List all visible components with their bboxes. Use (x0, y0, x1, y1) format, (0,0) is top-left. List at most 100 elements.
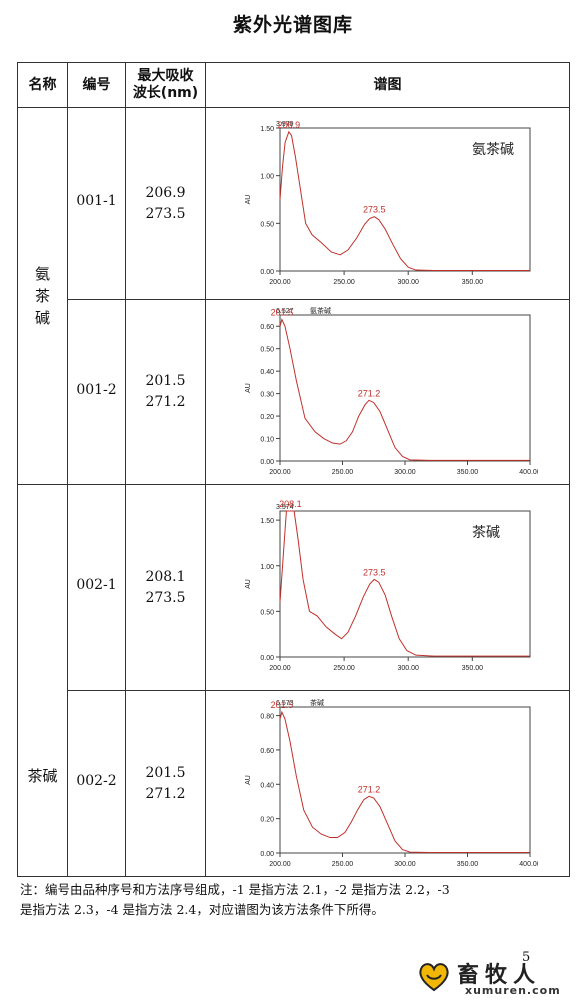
x-tick-label: 400.00 (519, 861, 538, 868)
sample-number: 001-2 (67, 299, 126, 485)
max-wavelength: 201.5 271.2 (125, 299, 206, 485)
y-tick-label: 0.60 (260, 747, 274, 754)
wavelength-value-2: 273.5 (145, 205, 186, 222)
plot-frame (279, 510, 530, 657)
wavelength-value-2: 271.2 (145, 394, 186, 410)
max-wavelength: 206.9 273.5 (125, 107, 206, 300)
max-wavelength: 208.1 273.5 (125, 484, 206, 691)
spectrum-cell: 0.00 0.50 1.00 1.50 200.00 250.00 300.00 350.00… (205, 107, 570, 300)
peak-label: 271.2 (357, 388, 380, 398)
uv-spectrum-chart: 0.00 0.50 1.00 1.50 200.00 250.00 300.00 350.00… (245, 120, 530, 286)
header-wavelength-line2: 波长(nm) (132, 85, 199, 101)
x-tick-label: 200.00 (269, 469, 291, 476)
footnote: 注：编号由品种序号和方法序号组成，-1 是指方法 2.1，-2 是指方法 2.2… (20, 880, 570, 920)
spectra-table: 名称 编号 最大吸收 波长(nm) 谱图 氨茶碱 001-1 206.9 273… (17, 62, 570, 877)
wavelength-value-1: 206.9 (145, 184, 186, 201)
top-absorbance-value: 3.979 (276, 121, 294, 128)
spectrum-line (279, 130, 530, 272)
peak-label: 271.2 (357, 784, 380, 794)
x-tick-label: 200.00 (269, 861, 291, 868)
uv-spectrum-chart: 0.00 0.50 1.00 1.50 200.00 250.00 300.00 350.00… (245, 499, 530, 672)
y-axis-label: AU (245, 195, 252, 205)
footnote-line-1: 注：编号由品种序号和方法序号组成，-1 是指方法 2.1，-2 是指方法 2.2… (20, 882, 450, 897)
y-axis-label: AU (245, 579, 252, 589)
x-tick-label: 300.00 (394, 861, 416, 868)
y-tick-label: 1.50 (260, 126, 274, 133)
y-tick-label: 0.00 (260, 655, 274, 662)
wavelength-value-1: 208.1 (145, 568, 186, 585)
peak-label: 201.5 (270, 307, 293, 317)
x-tick-label: 300.00 (397, 279, 419, 286)
x-tick-label: 300.00 (397, 665, 419, 672)
y-tick-label: 0.00 (260, 269, 274, 276)
top-absorbance-value: 6.573 (276, 700, 294, 707)
header-wavelength: 最大吸收 波长(nm) (125, 62, 206, 108)
uv-spectrum-chart: 0.00 0.10 0.20 0.30 0.40 0.50 0.60 200.00 250.00… (245, 306, 538, 476)
spectrum-cell: 0.00 0.20 0.40 0.60 0.80 200.00 250.00 300.00 35… (205, 690, 570, 877)
x-tick-label: 200.00 (269, 665, 291, 672)
x-tick-label: 250.00 (333, 279, 355, 286)
peak-label: 201.5 (270, 700, 293, 710)
uv-spectrum-chart: 0.00 0.20 0.40 0.60 0.80 200.00 250.00 300.00 35… (245, 698, 538, 868)
peak-label: 206.9 (277, 120, 300, 130)
wavelength-value-1: 201.5 (145, 764, 186, 781)
x-tick-label: 250.00 (331, 469, 353, 476)
x-tick-label: 350.00 (461, 279, 483, 286)
x-tick-label: 300.00 (394, 469, 416, 476)
y-axis-label: AU (245, 383, 252, 393)
compound-name-theophylline: 茶碱 (17, 484, 68, 877)
footnote-line-2: 是指方法 2.3，-4 是指方法 2.4，对应谱图为该方法条件下所得。 (20, 902, 384, 917)
page-title: 紫外光谱图库 (232, 14, 353, 36)
y-tick-label: 0.40 (260, 369, 274, 376)
y-tick-label: 0.50 (260, 609, 274, 616)
header-number: 编号 (67, 62, 126, 108)
wavelength-value-2: 271.2 (145, 785, 186, 802)
x-tick-label: 350.00 (456, 861, 478, 868)
x-tick-label: 350.00 (456, 469, 478, 476)
y-tick-label: 0.50 (260, 347, 274, 354)
sample-number: 001-1 (67, 107, 126, 300)
y-tick-label: 0.60 (260, 324, 274, 331)
wavelength-value-2: 273.5 (145, 589, 186, 606)
y-tick-label: 1.50 (260, 518, 274, 525)
y-tick-label: 0.30 (260, 392, 274, 399)
peak-label: 273.5 (362, 205, 385, 215)
y-tick-label: 0.80 (260, 713, 274, 720)
x-tick-label: 350.00 (461, 665, 483, 672)
spectrum-cell: 0.00 0.10 0.20 0.30 0.40 0.50 0.60 200.00 250.00… (205, 299, 570, 485)
logo-text-cn: 畜牧人 (457, 963, 542, 988)
header-wavelength-line1: 最大吸收 (137, 68, 194, 84)
sample-number: 002-2 (67, 690, 126, 877)
table-row: 002-2 201.5 271.2 0.00 0.20 0.40 0.60 0.80 20… (18, 690, 570, 877)
wavelength-value-1: 201.5 (145, 373, 186, 389)
spectrum-line (279, 318, 530, 461)
header-spectrum: 谱图 (205, 62, 570, 108)
x-tick-label: 250.00 (331, 861, 353, 868)
x-tick-label: 250.00 (333, 665, 355, 672)
x-tick-label: 400.00 (519, 469, 538, 476)
spectrum-cell: 0.00 0.50 1.00 1.50 200.00 250.00 300.00 350.00… (205, 484, 570, 691)
compound-label: 氨茶碱 (310, 306, 331, 315)
spectrum-line (279, 510, 530, 657)
y-tick-label: 0.00 (260, 459, 274, 466)
compound-label: 茶碱 (310, 698, 324, 707)
spectrum-line (279, 710, 530, 853)
header-name: 名称 (17, 62, 68, 108)
table-row: 001-2 201.5 271.2 0.00 0.10 0.20 0.30 0.40 0.… (18, 299, 570, 485)
top-absorbance-value: 6.527 (276, 308, 294, 315)
compound-label: 氨茶碱 (472, 142, 514, 158)
top-absorbance-value: 3.574 (276, 504, 294, 511)
y-axis-label: AU (245, 775, 252, 785)
table-header-row: 名称 编号 最大吸收 波长(nm) 谱图 (17, 62, 570, 108)
page-number: 5 (522, 950, 531, 965)
sample-number: 002-1 (67, 484, 126, 691)
y-tick-label: 0.40 (260, 782, 274, 789)
heart-logo-icon (419, 963, 449, 992)
logo-text-en: xumuren.com (465, 984, 561, 997)
peak-label: 208.1 (279, 499, 302, 509)
x-tick-label: 200.00 (269, 279, 291, 286)
y-tick-label: 0.00 (260, 851, 274, 858)
y-tick-label: 1.00 (260, 174, 274, 181)
y-tick-label: 0.20 (260, 414, 274, 421)
compound-name-aminophylline: 氨茶碱 (17, 107, 68, 485)
